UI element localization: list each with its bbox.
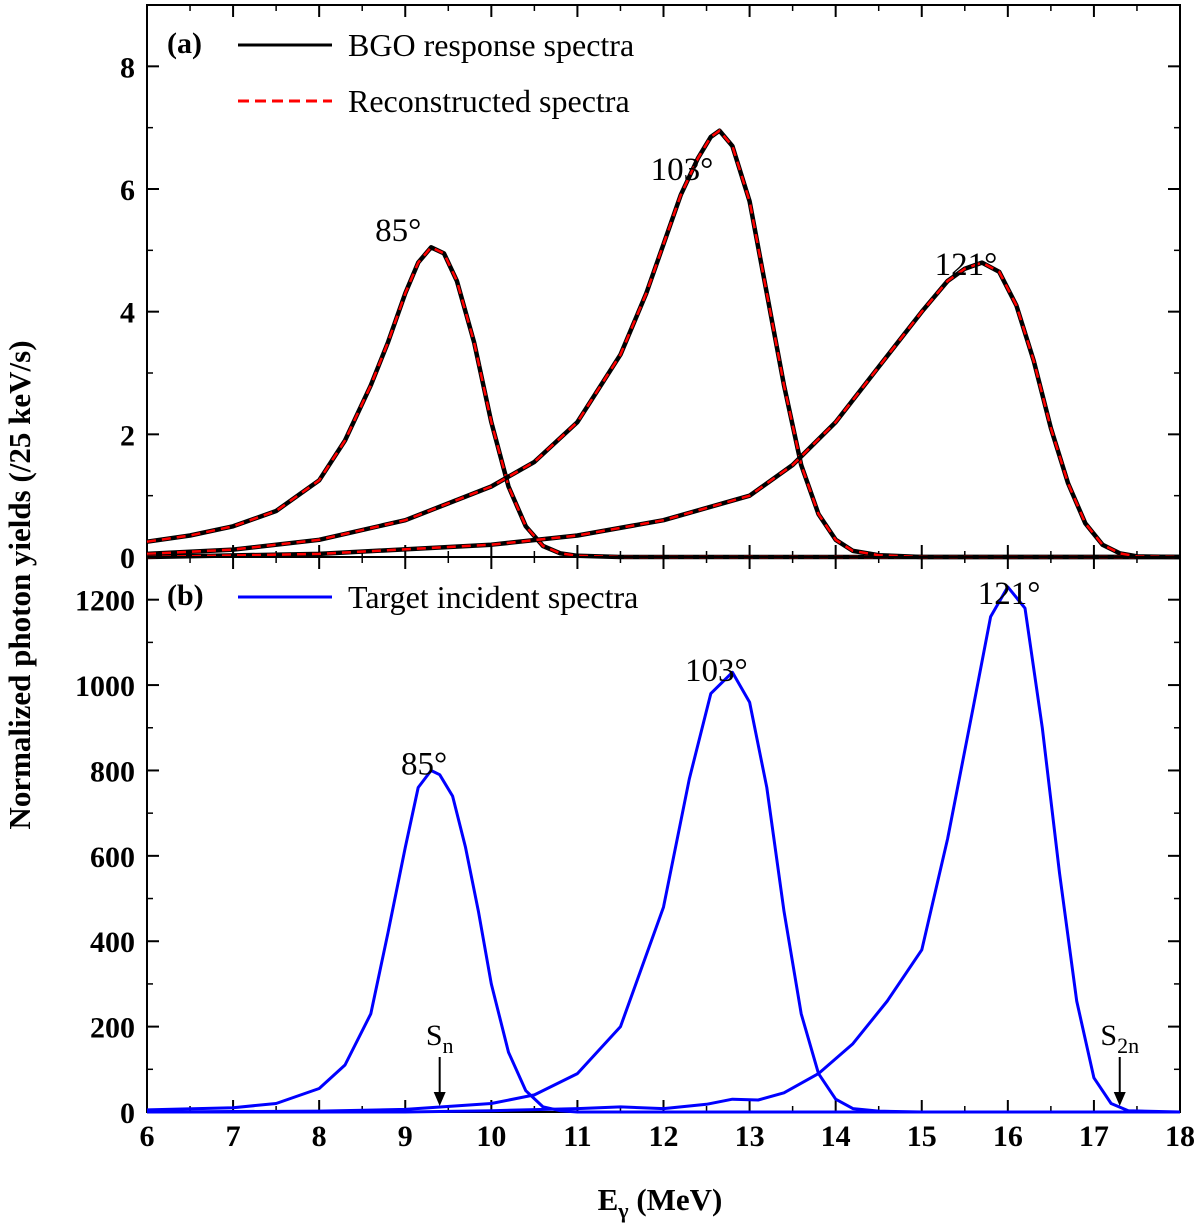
plot-frame-a — [146, 4, 1181, 558]
x-tick-label: 15 — [907, 1120, 937, 1153]
x-tick-label: 13 — [735, 1120, 765, 1153]
y-tick-label: 200 — [90, 1012, 135, 1045]
threshold-marker-label: Sn — [426, 1019, 454, 1058]
series-line-b — [146, 670, 1180, 1114]
y-tick-label: 1200 — [75, 585, 135, 618]
series-line-b — [146, 769, 1180, 1114]
panel-b: 6 7 8 9 10 11 12 13 14 15 16 17 18 0 200 400 600 800 1000 1… — [75, 556, 1195, 1153]
legend-label: Target incident spectra — [348, 579, 638, 615]
x-tick-label: 10 — [476, 1120, 506, 1153]
y-axis-label: Normalized photon yields (/25 keV/s) — [2, 340, 37, 829]
legend-label: BGO response spectra — [348, 27, 634, 63]
legend-label: Reconstructed spectra — [348, 83, 630, 119]
angle-label-a: 85° — [375, 213, 421, 249]
y-tick-label: 0 — [120, 1097, 135, 1130]
y-tick-label: 8 — [120, 51, 135, 84]
marker-arrow-head — [1113, 1092, 1126, 1106]
y-tick-label: 400 — [90, 926, 135, 959]
y-tick-label: 2 — [120, 419, 135, 452]
plot-frame-b — [146, 556, 1181, 1113]
x-tick-label: 7 — [226, 1120, 241, 1153]
series-line-a — [146, 245, 1180, 560]
x-axis-label-sub: γ — [617, 1198, 628, 1223]
x-tick-label: 8 — [312, 1120, 327, 1153]
x-axis-label: Eγ (MeV) — [598, 1182, 723, 1223]
marker-arrow-head — [433, 1092, 446, 1106]
x-axis-label-unit: (MeV) — [629, 1182, 723, 1217]
x-tick-label: 16 — [993, 1120, 1023, 1153]
x-tick-label: 9 — [398, 1120, 413, 1153]
y-tick-label: 800 — [90, 755, 135, 788]
x-tick-label: 18 — [1165, 1120, 1195, 1153]
panel-label-a: (a) — [167, 27, 202, 60]
series-line-a — [146, 260, 1181, 560]
angle-label-a: 121° — [935, 247, 998, 283]
x-axis-label-main: E — [598, 1182, 619, 1217]
x-tick-label: 11 — [563, 1120, 591, 1153]
panel-a: 0 2 4 6 8 85° 103° 121° (a) BGO response spectra R… — [120, 4, 1181, 575]
angle-label-b: 103° — [685, 653, 748, 689]
threshold-marker-label: S2n — [1100, 1019, 1139, 1058]
angle-label-b: 85° — [401, 747, 447, 783]
y-tick-label: 4 — [120, 297, 135, 330]
reconstructed-line-a — [146, 129, 1180, 559]
reconstructed-line-a — [146, 245, 1180, 559]
panel-label-b: (b) — [167, 579, 204, 612]
reconstructed-line-a — [146, 261, 1181, 559]
angle-label-a: 103° — [651, 152, 714, 188]
series-line-b — [147, 585, 1181, 1114]
y-tick-label: 6 — [120, 174, 135, 207]
x-tick-label: 17 — [1079, 1120, 1109, 1153]
x-tick-label: 14 — [821, 1120, 851, 1153]
x-tick-label: 12 — [649, 1120, 679, 1153]
y-tick-label: 600 — [90, 841, 135, 874]
y-tick-label: 1000 — [75, 670, 135, 703]
angle-label-b: 121° — [978, 576, 1041, 612]
y-tick-label: 0 — [120, 542, 135, 575]
x-tick-label: 6 — [140, 1120, 155, 1153]
